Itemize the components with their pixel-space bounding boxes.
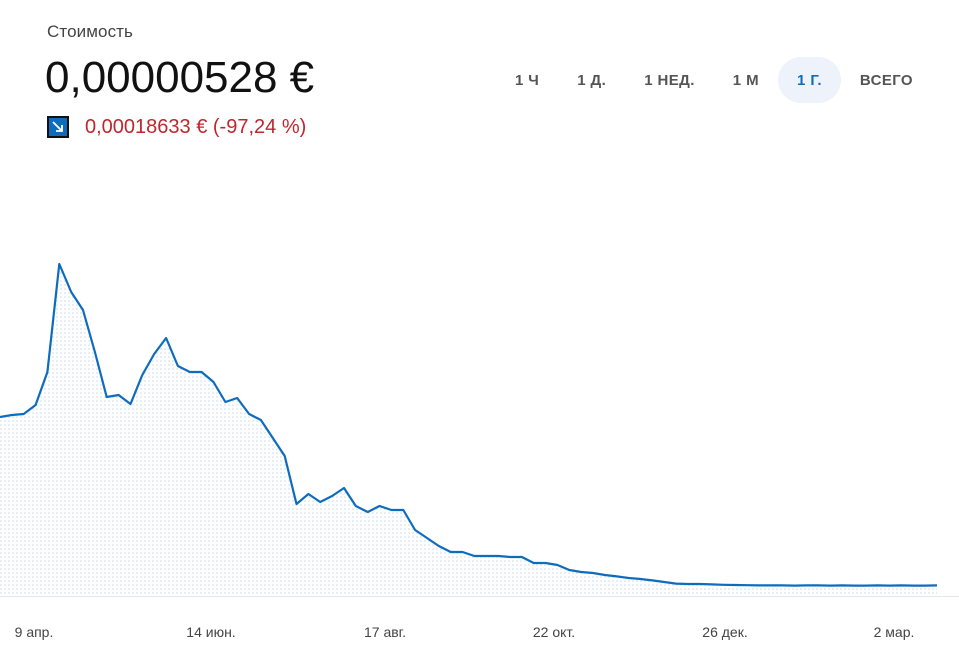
arrow-down-right-icon bbox=[47, 116, 69, 138]
x-tick-label: 17 авг. bbox=[364, 624, 406, 640]
range-1w-button[interactable]: 1 НЕД. bbox=[644, 71, 695, 89]
x-tick-label: 14 июн. bbox=[186, 624, 235, 640]
range-1m-button[interactable]: 1 М bbox=[732, 71, 760, 89]
current-price: 0,00000528 € bbox=[45, 53, 315, 102]
range-all-button[interactable]: ВСЕГО bbox=[859, 71, 913, 89]
time-range-selector: 1 Ч 1 Д. 1 НЕД. 1 М 1 Г. ВСЕГО bbox=[496, 57, 932, 103]
x-tick-label: 22 окт. bbox=[533, 624, 575, 640]
x-tick-label: 26 дек. bbox=[702, 624, 747, 640]
price-label: Стоимость bbox=[47, 22, 134, 41]
price-change: 0,00018633 € (-97,24 %) bbox=[47, 114, 306, 140]
x-tick-label: 9 апр. bbox=[15, 624, 54, 640]
price-series-line bbox=[0, 262, 938, 587]
price-area-fill bbox=[0, 264, 937, 596]
range-1d-button[interactable]: 1 Д. bbox=[577, 71, 607, 89]
range-1y-button[interactable]: 1 Г. bbox=[778, 57, 841, 103]
range-1h-button[interactable]: 1 Ч bbox=[514, 71, 540, 89]
x-tick-label: 2 мар. bbox=[874, 624, 915, 640]
price-change-value: 0,00018633 € (-97,24 %) bbox=[85, 115, 307, 138]
